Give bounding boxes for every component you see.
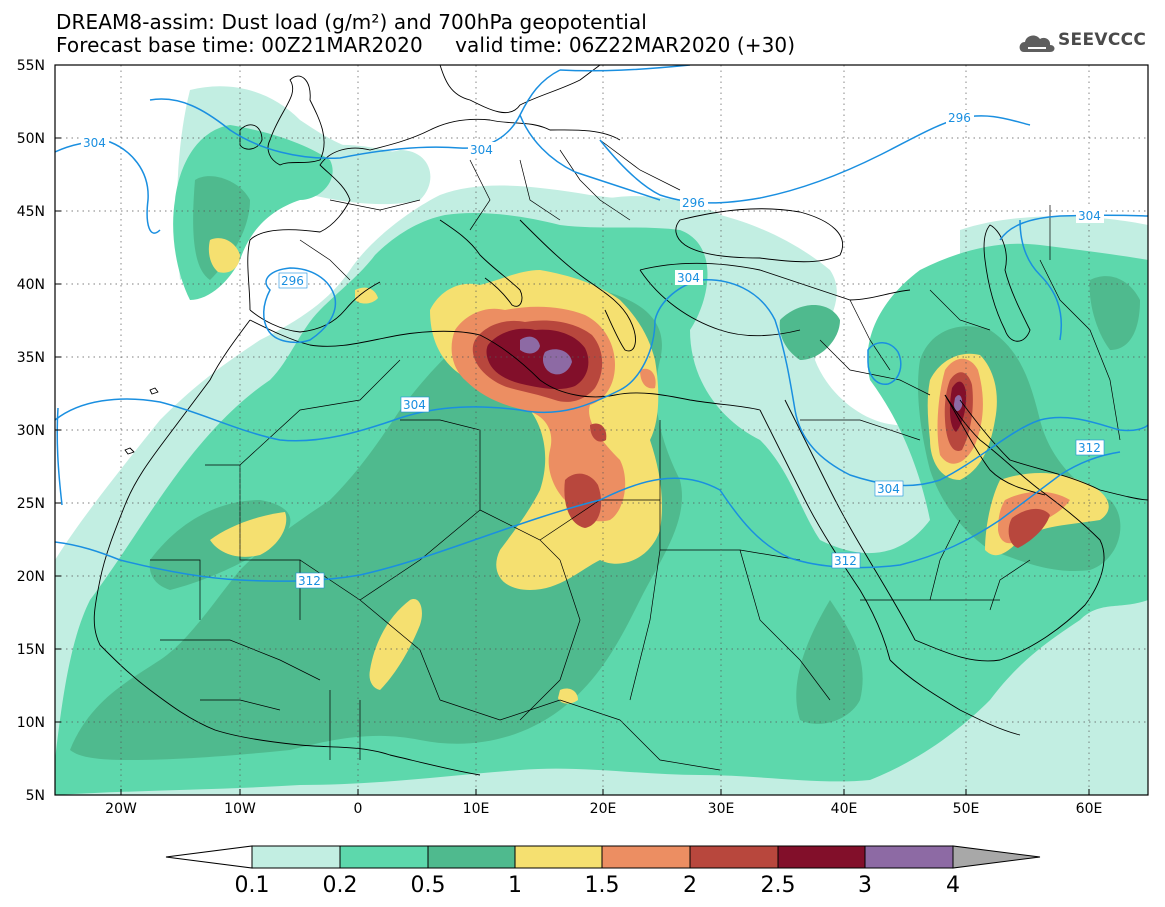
lat-tick-label: 35N [17, 350, 45, 366]
colorbar-label: 0.5 [411, 873, 446, 898]
colorbar-label: 0.1 [235, 873, 270, 898]
contour-labels: 304 304 296 296 304 304 296 312 304 312 … [81, 110, 1105, 589]
colorbar-label: 0.2 [323, 873, 358, 898]
colorbar-labels: 0.1 0.2 0.5 1 1.5 2 2.5 3 4 [235, 873, 961, 898]
lat-tick-label: 45N [17, 204, 45, 220]
colorbar-label: 4 [946, 873, 960, 898]
contour-label: 304 [877, 482, 900, 496]
lon-tick-label: 10E [463, 801, 490, 817]
colorbar-label: 3 [858, 873, 872, 898]
latitude-labels: 55N 50N 45N 40N 35N 30N 25N 20N 15N 10N … [17, 58, 45, 804]
colorbar-segment [601, 845, 691, 869]
lon-tick-label: 40E [831, 801, 858, 817]
lon-tick-label: 60E [1076, 801, 1103, 817]
cloud-logo-icon [1019, 35, 1055, 52]
map-title: DREAM8-assim: Dust load (g/m²) and 700hP… [56, 10, 647, 34]
lon-tick-label: 10W [224, 801, 256, 817]
country-borders [150, 139, 1121, 771]
lon-tick-label: 20E [590, 801, 617, 817]
axis-ticks [55, 137, 1090, 795]
colorbar-arrow-low [165, 845, 253, 869]
contour-label: 304 [83, 136, 106, 150]
lat-tick-label: 30N [17, 423, 45, 439]
contour-label: 296 [682, 196, 705, 210]
contour-label: 312 [1078, 441, 1101, 455]
colorbar-segment [777, 845, 866, 869]
contour-label: 304 [677, 271, 700, 285]
graticule [55, 65, 1148, 795]
colorbar-label: 2 [683, 873, 697, 898]
contour-label: 304 [470, 143, 493, 157]
contour-label: 296 [281, 274, 304, 288]
lat-tick-label: 25N [17, 496, 45, 512]
contour-label: 304 [1078, 209, 1101, 223]
colorbar-segment [689, 845, 779, 869]
lat-tick-label: 10N [17, 715, 45, 731]
contour-label: 312 [834, 554, 857, 568]
dust-layer-3 [520, 336, 963, 412]
colorbar-segment [251, 845, 341, 869]
longitude-labels: 20W 10W 0 10E 20E 30E 40E 50E 60E [105, 801, 1102, 817]
colorbar-label: 1.5 [585, 873, 620, 898]
lat-tick-label: 50N [17, 131, 45, 147]
colorbar-label: 1 [508, 873, 522, 898]
colorbar-segment [864, 845, 954, 869]
lat-tick-label: 15N [17, 642, 45, 658]
colorbar [165, 845, 1041, 869]
lat-tick-label: 5N [26, 788, 45, 804]
colorbar-segment [339, 845, 429, 869]
lon-tick-label: 30E [708, 801, 735, 817]
lon-tick-label: 50E [953, 801, 980, 817]
colorbar-arrow-high [952, 845, 1041, 869]
map-subtitle: Forecast base time: 00Z21MAR2020 valid t… [56, 33, 796, 57]
lat-tick-label: 40N [17, 277, 45, 293]
lon-tick-label: 0 [354, 801, 363, 817]
lon-tick-label: 20W [105, 801, 137, 817]
colorbar-segment [427, 845, 516, 869]
contour-label: 312 [298, 574, 321, 588]
colorbar-segment [514, 845, 603, 869]
lat-tick-label: 20N [17, 569, 45, 585]
lat-tick-label: 55N [17, 58, 45, 74]
geopotential-contours [55, 65, 1148, 582]
brand-name: SEEVCCC [1058, 30, 1147, 50]
colorbar-label: 2.5 [761, 873, 796, 898]
contour-label: 304 [403, 398, 426, 412]
contour-label: 296 [948, 111, 971, 125]
